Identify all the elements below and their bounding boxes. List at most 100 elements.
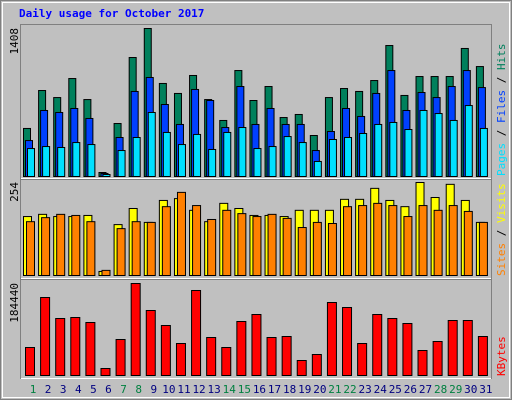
- bar: [131, 221, 141, 277]
- chart-title: Daily usage for October 2017: [19, 7, 204, 20]
- bar: [161, 206, 171, 277]
- x-tick-label: 21: [328, 383, 341, 396]
- bar: [343, 206, 353, 277]
- bar: [358, 205, 368, 276]
- legend-entry: Hits: [495, 44, 508, 71]
- bar: [328, 139, 337, 177]
- bar: [313, 160, 322, 177]
- bar: [115, 339, 126, 377]
- x-tick-label: 13: [208, 383, 221, 396]
- bar: [342, 306, 353, 377]
- bar: [374, 123, 383, 177]
- bar: [311, 353, 322, 376]
- x-tick-label: 6: [105, 383, 112, 396]
- x-tick-label: 20: [313, 383, 326, 396]
- bar: [40, 297, 51, 377]
- bar: [297, 227, 307, 276]
- x-tick-label: 7: [120, 383, 127, 396]
- bar: [55, 317, 66, 377]
- bar: [87, 144, 96, 178]
- bar: [281, 335, 292, 376]
- bar: [130, 283, 141, 376]
- legend-separator: /: [495, 223, 508, 243]
- x-tick-label: 26: [404, 383, 417, 396]
- bar: [389, 121, 398, 177]
- bar: [223, 131, 232, 177]
- bar: [191, 289, 202, 377]
- bar: [147, 111, 156, 177]
- bar: [419, 109, 428, 177]
- bar: [146, 221, 156, 277]
- bar: [372, 313, 383, 376]
- x-tick-label: 24: [374, 383, 388, 396]
- bar: [373, 202, 383, 276]
- legend: Sites / Visits: [495, 183, 508, 276]
- x-tick-label: 11: [177, 383, 190, 396]
- x-tick-label: 16: [253, 383, 266, 396]
- x-tick-label: 9: [150, 383, 157, 396]
- bar: [116, 228, 126, 277]
- bar: [193, 133, 202, 177]
- legend-entry: Pages: [495, 143, 508, 176]
- bar: [268, 146, 277, 178]
- x-tick-label: 12: [192, 383, 205, 396]
- legend-entry: Sites: [495, 243, 508, 276]
- bar: [160, 324, 171, 376]
- bar: [177, 144, 186, 178]
- bar: [298, 142, 307, 177]
- bar: [238, 127, 247, 177]
- bar: [26, 221, 35, 277]
- x-tick-label: 31: [479, 383, 492, 396]
- x-tick-label: 27: [419, 383, 432, 396]
- bar: [162, 131, 171, 177]
- legend-separator: /: [495, 123, 508, 143]
- x-tick-label: 18: [283, 383, 296, 396]
- y-tick-label: 254: [8, 182, 21, 202]
- legend-entry: KBytes: [495, 336, 508, 376]
- bar: [207, 218, 217, 276]
- bar: [418, 205, 428, 276]
- bar: [449, 119, 458, 178]
- x-tick-label: 4: [75, 383, 82, 396]
- bar: [206, 336, 217, 377]
- x-tick-label: 5: [90, 383, 97, 396]
- bar: [237, 213, 247, 276]
- bar: [283, 136, 292, 178]
- x-tick-label: 28: [434, 383, 447, 396]
- bar: [222, 209, 232, 276]
- legend: Pages / Files / Hits: [495, 44, 508, 177]
- x-tick-label: 14: [223, 383, 237, 396]
- bar: [221, 346, 232, 376]
- bar: [71, 214, 81, 277]
- bar: [117, 150, 126, 177]
- bar: [27, 148, 35, 178]
- bar: [176, 191, 186, 277]
- bar: [86, 221, 96, 277]
- x-tick-label: 2: [45, 383, 52, 396]
- bar: [57, 146, 66, 177]
- legend: KBytes: [495, 336, 508, 376]
- y-tick-label: 1408: [8, 28, 21, 55]
- x-tick-label: 25: [389, 383, 402, 396]
- bar: [463, 210, 473, 277]
- bar: [85, 321, 96, 377]
- bar: [145, 309, 156, 377]
- bar: [464, 105, 473, 177]
- bar: [282, 217, 292, 277]
- bar: [100, 367, 111, 376]
- bar: [479, 127, 488, 178]
- x-tick-label: 10: [162, 383, 175, 396]
- bar: [403, 216, 413, 276]
- y-tick-label: 184440: [8, 283, 21, 323]
- bar: [102, 174, 111, 177]
- bar: [41, 217, 51, 277]
- bar: [388, 205, 398, 276]
- bar: [56, 213, 66, 276]
- bar: [447, 319, 458, 376]
- bar: [387, 317, 398, 377]
- bar: [192, 205, 202, 276]
- bar: [417, 349, 428, 377]
- bar: [433, 209, 443, 276]
- bar: [462, 319, 473, 376]
- x-tick-label: 19: [298, 383, 311, 396]
